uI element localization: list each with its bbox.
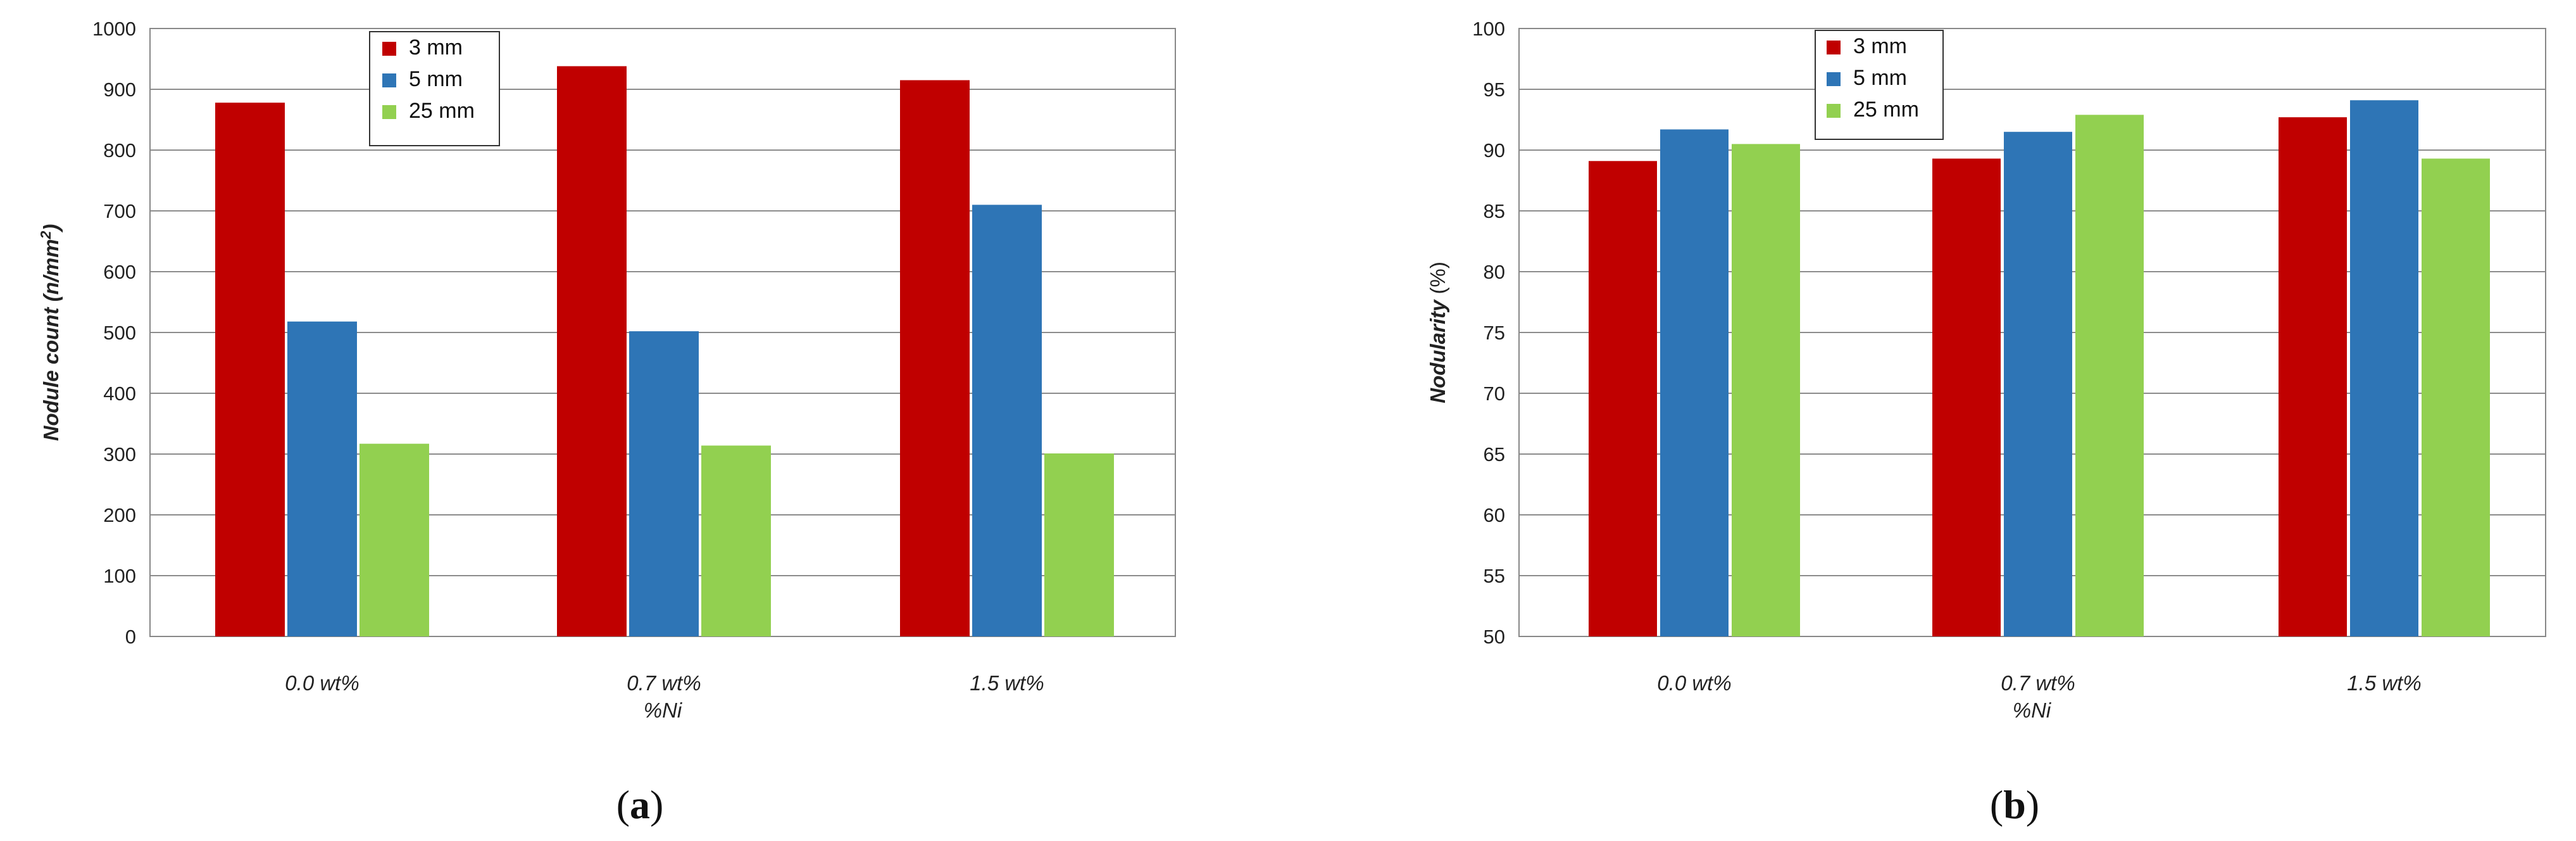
bar-3mm-1 xyxy=(215,103,285,636)
y-tick-labels: 50 55 60 65 70 75 80 85 90 95 100 xyxy=(1472,18,1505,648)
y-axis-label-main: Nodularity xyxy=(1426,299,1449,403)
y-tick-label: 55 xyxy=(1484,565,1505,587)
bar-25mm-3 xyxy=(2422,158,2490,636)
bar-3mm-3 xyxy=(2279,117,2347,636)
y-tick-label: 100 xyxy=(103,565,136,587)
y-tick-label: 100 xyxy=(1472,18,1505,40)
chart-a: 0 100 200 300 400 500 600 700 800 900 1000 0.0 wt%… xyxy=(37,18,1176,827)
bar-3mm-2 xyxy=(557,66,627,636)
bar-25mm-3 xyxy=(1044,453,1114,636)
y-axis-label-unit: (%) xyxy=(1426,262,1449,300)
legend: 3 mm 5 mm 25 mm xyxy=(1815,30,1944,140)
x-tick-label: 1.5 wt% xyxy=(2347,671,2421,695)
legend-swatch xyxy=(1827,104,1841,118)
y-tick-label: 70 xyxy=(1484,383,1505,405)
bar-5mm-3 xyxy=(972,205,1042,636)
y-axis-label-main: Nodule count (n/mm xyxy=(39,239,63,441)
bar-25mm-1 xyxy=(1732,144,1800,636)
legend-label: 3 mm xyxy=(1853,34,1907,58)
legend-label: 25 mm xyxy=(409,99,475,123)
bars xyxy=(215,66,1114,637)
bar-3mm-3 xyxy=(900,80,970,637)
y-tick-label: 800 xyxy=(103,139,136,161)
panel-label-a: (a) xyxy=(616,782,664,827)
bar-25mm-2 xyxy=(701,445,771,636)
y-tick-label: 90 xyxy=(1484,139,1505,161)
panel-label-b: (b) xyxy=(1990,782,2039,827)
legend-entries: 3 mm 5 mm 25 mm xyxy=(1827,34,1919,122)
bar-5mm-1 xyxy=(287,321,357,636)
x-tick-labels: 0.0 wt% 0.7 wt% 1.5 wt% xyxy=(285,671,1044,695)
y-tick-labels: 0 100 200 300 400 500 600 700 800 900 1000 xyxy=(92,18,136,648)
bar-25mm-2 xyxy=(2075,115,2144,636)
bar-3mm-1 xyxy=(1589,161,1657,636)
y-tick-label: 50 xyxy=(1484,626,1505,648)
y-tick-label: 900 xyxy=(103,79,136,101)
y-tick-label: 60 xyxy=(1484,504,1505,526)
y-tick-label: 1000 xyxy=(92,18,136,40)
legend-label: 5 mm xyxy=(1853,66,1907,90)
x-tick-label: 0.0 wt% xyxy=(285,671,359,695)
legend-label: 3 mm xyxy=(409,35,463,60)
bar-5mm-1 xyxy=(1660,129,1729,637)
y-axis-label-close: ) xyxy=(39,224,63,233)
bar-5mm-2 xyxy=(629,331,699,636)
legend-label: 5 mm xyxy=(409,67,463,91)
legend-swatch xyxy=(382,42,396,56)
legend: 3 mm 5 mm 25 mm xyxy=(369,31,500,146)
bar-25mm-1 xyxy=(360,443,429,636)
y-axis-label: Nodule count (n/mm2) xyxy=(37,224,63,441)
x-tick-labels: 0.0 wt% 0.7 wt% 1.5 wt% xyxy=(1657,671,2421,695)
bar-5mm-2 xyxy=(2004,132,2072,636)
legend-entries: 3 mm 5 mm 25 mm xyxy=(382,35,475,123)
y-tick-label: 95 xyxy=(1484,79,1505,101)
y-tick-label: 85 xyxy=(1484,200,1505,222)
legend-swatch xyxy=(382,73,396,87)
chart-b: 50 55 60 65 70 75 80 85 90 95 100 0.0 wt% 0.7 wt% 1.… xyxy=(1426,18,2546,827)
y-axis-label-sup: 2 xyxy=(37,231,54,239)
y-tick-label: 500 xyxy=(103,322,136,344)
legend-swatch xyxy=(1827,72,1841,86)
bar-3mm-2 xyxy=(1932,158,2001,636)
x-tick-label: 0.7 wt% xyxy=(627,671,701,695)
y-tick-label: 600 xyxy=(103,261,136,283)
y-tick-label: 300 xyxy=(103,443,136,465)
bar-5mm-3 xyxy=(2350,100,2418,636)
legend-label: 25 mm xyxy=(1853,98,1919,122)
legend-swatch xyxy=(1827,41,1841,54)
y-tick-label: 200 xyxy=(103,504,136,526)
x-tick-label: 0.0 wt% xyxy=(1657,671,1731,695)
y-tick-label: 75 xyxy=(1484,322,1505,344)
y-tick-label: 400 xyxy=(103,383,136,405)
y-axis-label: Nodularity (%) xyxy=(1426,262,1449,403)
y-tick-label: 700 xyxy=(103,200,136,222)
x-tick-label: 0.7 wt% xyxy=(2001,671,2075,695)
x-tick-label: 1.5 wt% xyxy=(970,671,1044,695)
x-axis-label: %Ni xyxy=(644,699,683,722)
legend-swatch xyxy=(382,105,396,119)
y-tick-label: 80 xyxy=(1484,261,1505,283)
x-axis-label: %Ni xyxy=(2013,699,2052,722)
y-tick-label: 0 xyxy=(125,626,136,648)
bars xyxy=(1589,100,2490,637)
y-tick-label: 65 xyxy=(1484,443,1505,465)
